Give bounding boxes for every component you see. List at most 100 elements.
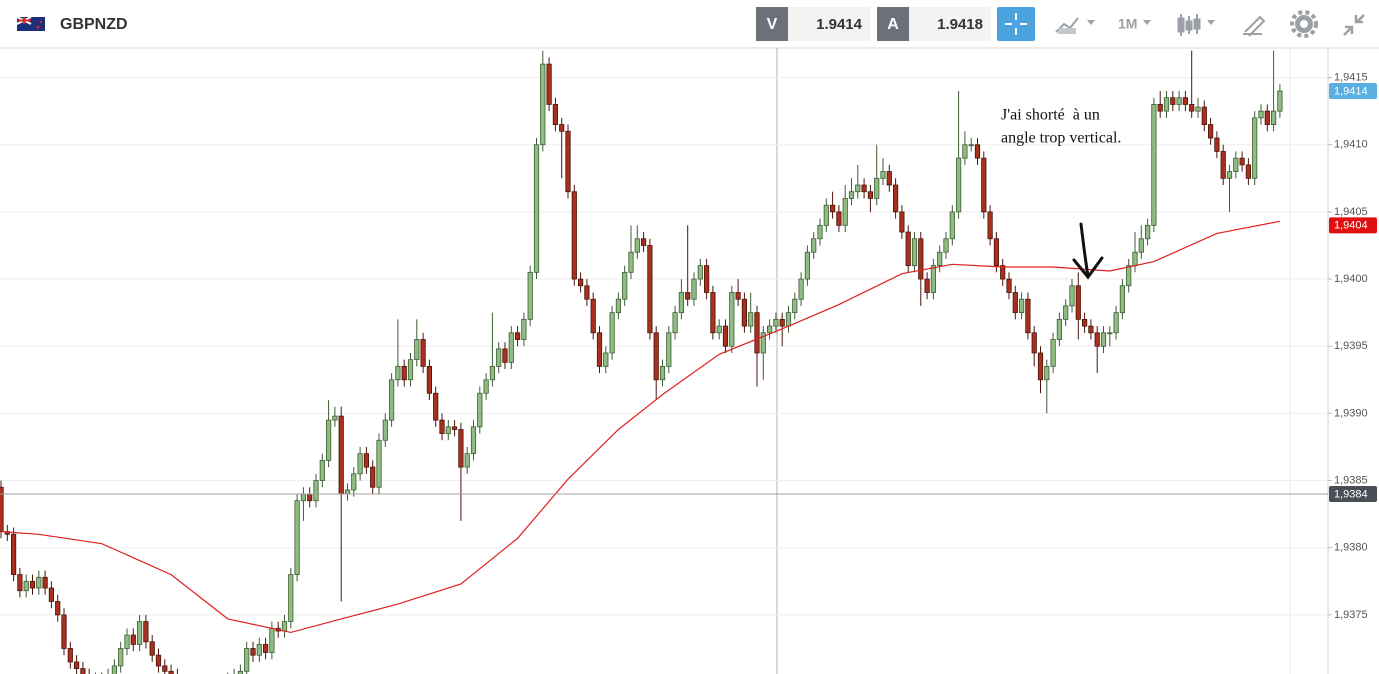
candle-body [1012,292,1018,314]
candle-body [666,332,672,367]
candle-body [269,627,275,653]
candle-body [615,298,622,314]
candle-body [1088,325,1094,334]
candle-body [559,124,565,132]
candle-body [1145,224,1151,240]
candle-body [729,292,735,347]
candle-body [29,580,36,589]
candle-body [338,415,344,495]
candle-body [67,648,73,663]
candle-body [622,271,628,300]
candle-body [294,500,300,575]
ask-label: A [887,16,899,33]
candle-body [710,292,716,334]
candle-body [1271,110,1277,125]
collapse-button[interactable] [1343,14,1365,36]
candle-body [1006,278,1012,293]
candle-body [313,480,319,502]
candle-body [918,238,924,280]
candle-body [1233,157,1239,172]
candle-body [672,312,678,334]
candle-body [956,157,962,213]
candle-body [899,211,905,233]
y-tick-label: 1,9390 [1334,407,1368,419]
candle-body [697,265,703,280]
candle-body [143,621,149,643]
price-tag-label: 1,9404 [1334,220,1368,232]
y-tick-label: 1,9380 [1334,542,1368,554]
candle-body [388,379,395,421]
candle-body [420,339,426,367]
candle-body [993,238,1000,267]
arrow [1072,222,1104,280]
candle-body [817,224,823,240]
moving-average [0,220,1281,634]
candle-body [130,634,136,645]
candle-body [508,332,514,363]
candle-body [502,348,508,363]
candle-body [804,251,811,280]
candle-body [1056,318,1062,340]
candle-body [401,365,407,381]
candle-body [722,325,729,347]
candle-body [1044,365,1050,381]
candle-body [1157,104,1163,112]
candle-body [1050,339,1056,367]
candle-body [754,312,760,354]
candle-body [880,171,886,179]
candle-body [395,365,401,381]
candle-body [1189,104,1195,112]
candle-body [924,278,930,293]
candle-body [659,365,666,381]
candle-body [691,278,697,300]
candle-body [596,332,603,367]
y-tick-label: 1,9415 [1334,71,1368,83]
candle-body [949,211,955,240]
candle-body [527,271,533,320]
plot [0,50,1328,674]
candle-body [1132,251,1138,267]
candle-body [344,489,351,495]
settings-button[interactable] [1290,10,1318,38]
candle-body [1094,332,1100,347]
candle-body [1201,106,1207,125]
candle-body [55,601,61,616]
candle-body [48,587,55,602]
candle-body [1100,332,1107,347]
candle-body [823,204,829,226]
candle-body [1107,332,1113,335]
toolbar: GBPNZD V 1.9414 A 1.9418 1M [0,0,1379,49]
y-tick-label: 1,9395 [1334,340,1368,352]
annotation: J'ai shorté à un [1001,107,1100,124]
candle-body [451,426,458,430]
candle-body [792,298,798,314]
candle-body [987,211,993,240]
candle-body [376,439,382,488]
candle-body [1082,318,1088,327]
ask-box[interactable] [877,7,909,41]
candle-body [1226,171,1233,179]
bid-box[interactable] [756,7,788,41]
timeframe[interactable]: 1M [1118,16,1137,32]
candle-body [1264,110,1270,125]
candle-body [244,648,250,672]
crosshair-button[interactable] [997,7,1035,41]
candle-body [943,238,949,253]
candle-body [874,177,880,199]
candle-body [433,392,439,421]
candle-body [1176,97,1182,105]
candle-body [767,325,773,334]
candle-body [836,211,842,226]
candle-body [1195,106,1201,112]
candle-body [653,332,659,381]
candle-body [237,670,243,674]
chart-type-button[interactable] [1177,14,1215,36]
indicator-button[interactable] [1055,17,1095,34]
candle-body [1031,332,1037,354]
draw-button[interactable] [1243,15,1266,37]
y-tick-label: 1,9405 [1334,206,1368,218]
candle-body [1214,137,1220,152]
candle-body [785,312,792,327]
